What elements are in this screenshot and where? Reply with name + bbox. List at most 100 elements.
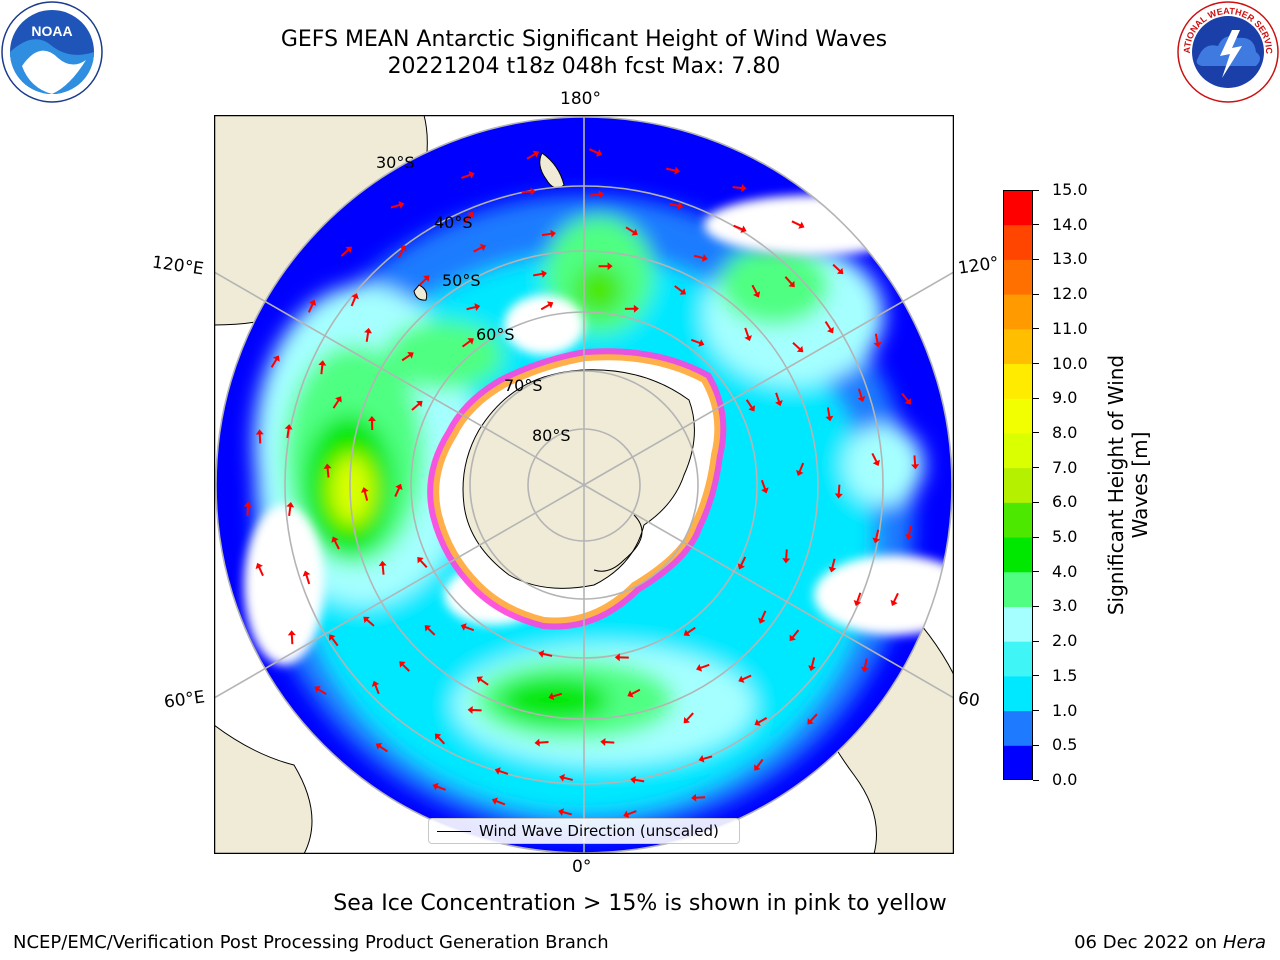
wave-direction-arrow (698, 754, 713, 763)
wave-direction-arrow (696, 663, 710, 672)
wave-direction-arrow (796, 462, 805, 476)
wave-direction-arrow (738, 674, 752, 683)
wave-direction-arrow (828, 558, 837, 573)
wave-direction-arrow (674, 285, 687, 295)
wave-direction-arrow (600, 738, 615, 746)
wave-direction-arrow (614, 653, 629, 662)
colorbar-tick-mark (1033, 571, 1039, 573)
colorbar-tick-label: 0.5 (1052, 735, 1078, 755)
wave-direction-arrow (683, 712, 694, 724)
wave-direction-arrow (466, 303, 481, 311)
map-legend: Wind Wave Direction (unscaled) (428, 818, 740, 844)
colorbar-tick-mark (1033, 501, 1039, 503)
wave-direction-arrow (364, 327, 373, 342)
sea-ice-note: Sea Ice Concentration > 15% is shown in … (333, 891, 947, 916)
lon-label-60w: 60°W (956, 688, 982, 712)
wave-direction-arrow (494, 767, 509, 775)
wave-direction-arrow (693, 254, 708, 262)
wave-direction-arrow (460, 623, 475, 632)
colorbar-segment (1003, 467, 1033, 503)
colorbar-tick-mark (1033, 397, 1039, 399)
colorbar-tick-label: 6.0 (1052, 492, 1078, 512)
footer-date-text: 06 Dec 2022 on (1074, 932, 1218, 953)
wave-direction-arrow (559, 773, 573, 782)
colorbar-tick-mark (1033, 258, 1039, 260)
lat-label-30s: 30°S (376, 153, 415, 172)
colorbar-segment (1003, 328, 1033, 365)
lat-label-80s: 80°S (532, 426, 571, 445)
colorbar-segment (1003, 537, 1033, 573)
wave-direction-arrow (745, 399, 755, 412)
wave-direction-arrow (331, 536, 340, 550)
wave-direction-arrow (375, 743, 388, 753)
colorbar-tick-mark (1033, 293, 1039, 295)
colorbar-tick-mark (1033, 432, 1039, 434)
colorbar-segment (1003, 710, 1033, 746)
wave-direction-arrow (834, 484, 843, 499)
colorbar-tick-label: 15.0 (1052, 180, 1088, 199)
colorbar-tick-mark (1033, 640, 1039, 642)
colorbar-tick-label: 11.0 (1052, 318, 1088, 338)
wave-direction-arrow (467, 705, 482, 714)
wave-direction-arrow (390, 201, 405, 209)
wave-direction-arrow (683, 626, 696, 636)
wave-direction-arrow (401, 352, 414, 362)
lon-label-120e: 120°E (150, 252, 205, 280)
wave-direction-arrow (432, 782, 446, 791)
wave-direction-arrow (873, 333, 882, 348)
wave-direction-arrow (737, 556, 747, 570)
wave-direction-arrow (323, 463, 332, 478)
wave-direction-arrow (526, 150, 540, 160)
wave-direction-arrow (350, 293, 359, 307)
colorbar-tick-mark (1033, 467, 1039, 469)
wave-direction-arrow (463, 211, 474, 224)
wave-direction-arrow (832, 263, 844, 275)
wave-direction-arrow (340, 246, 352, 257)
colorbar-tick-mark (1033, 710, 1039, 712)
footer-credit: NCEP/EMC/Verification Post Processing Pr… (13, 932, 609, 953)
colorbar-tick-label: 3.0 (1052, 596, 1078, 616)
colorbar-tick-mark (1033, 536, 1039, 538)
wave-direction-arrow (284, 424, 293, 439)
graticule (214, 115, 954, 854)
colorbar-segment (1003, 675, 1033, 712)
wave-direction-arrow (417, 556, 428, 569)
wave-direction-arrow (533, 269, 547, 278)
colorbar-label: Significant Height of Wind Waves [m] (1104, 355, 1152, 615)
wave-direction-arrow (669, 201, 684, 210)
chart-subtitle: 20221204 t18z 048h fcst Max: 7.80 (387, 54, 781, 79)
wave-direction-arrow (461, 171, 475, 179)
colorbar-tick-mark (1033, 675, 1039, 677)
footer-system: Hera (1222, 932, 1266, 953)
colorbar-segment (1003, 190, 1033, 226)
wave-direction-arrow (754, 717, 768, 726)
chart-title: GEFS MEAN Antarctic Significant Height o… (280, 27, 888, 52)
wave-direction-arrow (540, 301, 554, 311)
wave-direction-arrow (860, 658, 869, 673)
colorbar-tick-label: 1.0 (1052, 700, 1078, 720)
wave-direction-arrow (541, 229, 556, 238)
wave-direction-arrow (397, 244, 407, 258)
wave-direction-arrow (623, 810, 637, 818)
wave-direction-arrow (418, 275, 430, 286)
wave-direction-arrow (411, 400, 423, 411)
lat-label-50s: 50°S (442, 271, 481, 290)
lon-label-60e: 60°E (162, 687, 207, 713)
wave-direction-arrow (286, 501, 295, 516)
wave-direction-arrow (243, 501, 252, 516)
wind-wave-arrows (243, 148, 920, 818)
colorbar-segment (1003, 398, 1033, 434)
lon-label-120w: 120° (956, 253, 1001, 279)
wave-direction-arrow (624, 304, 639, 313)
colorbar-segment (1003, 224, 1033, 260)
wave-direction-arrow (371, 680, 380, 695)
wave-direction-arrow (782, 549, 791, 564)
colorbar-tick-label: 7.0 (1052, 457, 1078, 477)
wave-direction-arrow (901, 392, 911, 405)
wave-direction-arrow (332, 396, 342, 409)
wave-direction-arrow (473, 243, 487, 253)
wave-direction-arrow (732, 184, 747, 192)
wave-direction-arrow (270, 355, 280, 368)
colorbar-segment (1003, 571, 1033, 607)
wave-direction-arrow (754, 758, 764, 771)
